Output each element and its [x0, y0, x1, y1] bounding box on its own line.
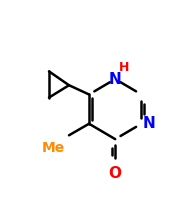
Text: N: N [142, 116, 155, 131]
Text: H: H [119, 61, 130, 74]
Text: O: O [109, 166, 122, 181]
Text: Me: Me [42, 141, 65, 155]
Text: N: N [109, 72, 122, 86]
